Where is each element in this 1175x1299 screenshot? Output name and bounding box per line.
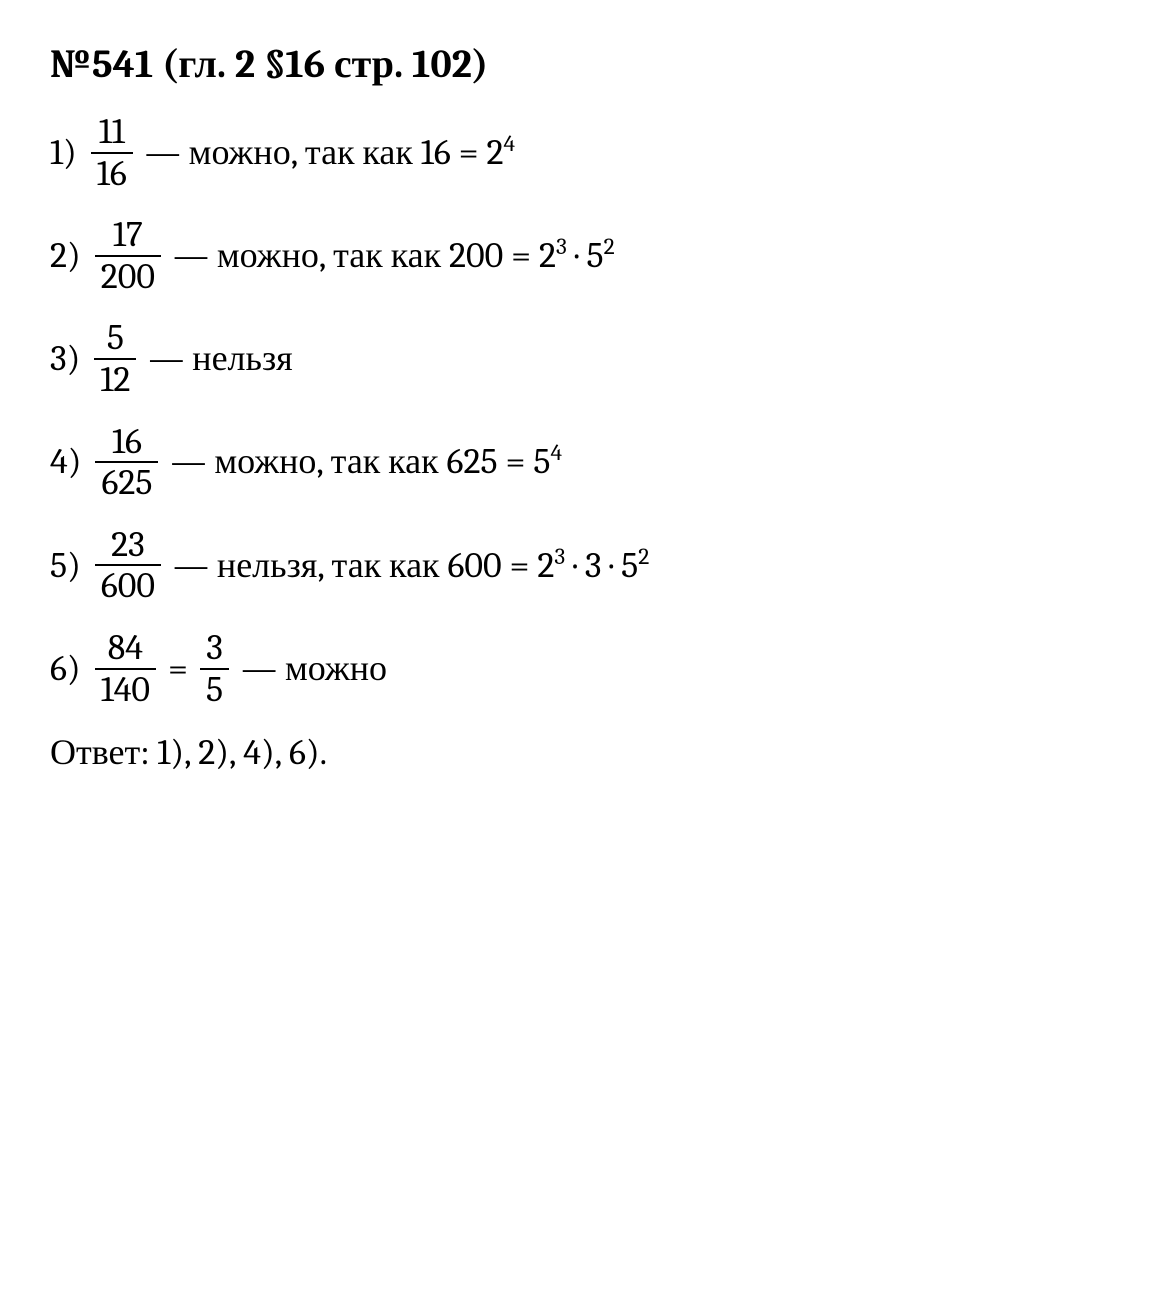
problem-text: — нельзя, так как 600 = 23 · 3 · 52 (173, 546, 649, 586)
problem-number: 6) (50, 649, 81, 689)
exponent: 2 (604, 233, 615, 260)
numerator: 17 (107, 215, 149, 255)
numerator: 16 (106, 422, 148, 462)
problem-number: 5) (50, 546, 81, 586)
denominator: 5 (200, 668, 229, 710)
denominator: 140 (95, 668, 156, 710)
denominator: 200 (95, 255, 161, 297)
fraction: 23600 (95, 525, 161, 606)
denominator: 16 (91, 152, 133, 194)
numerator: 23 (105, 525, 151, 565)
numerator: 84 (102, 628, 149, 668)
problem-number: 4) (50, 442, 81, 482)
problem-number: 3) (50, 339, 80, 379)
problem-text: — можно, так как 625 = 54 (170, 442, 561, 482)
problem-row: 4) 16625 — можно, так как 625 = 54 (50, 422, 1125, 503)
numerator: 3 (200, 628, 229, 668)
answer-line: Ответ: 1), 2), 4), 6). (50, 731, 1125, 773)
problem-text: — можно, так как 16 = 24 (145, 133, 515, 173)
exponent: 3 (554, 543, 565, 570)
problem-text: — можно, так как 200 = 23 · 52 (173, 236, 615, 276)
fraction-1: 84 140 (95, 628, 156, 709)
problem-6: 6) 84 140 = 3 5 — можно (50, 628, 1125, 709)
fraction: 17200 (95, 215, 161, 296)
fraction-2: 3 5 (200, 628, 229, 709)
fraction: 512 (94, 318, 136, 399)
denominator: 600 (95, 564, 161, 606)
problem-text: — можно (241, 649, 387, 689)
numerator: 5 (101, 318, 130, 358)
problem-row: 2)17200— можно, так как 200 = 23 · 52 (50, 215, 1125, 296)
problem-number: 1) (50, 133, 77, 173)
exponent: 2 (638, 543, 649, 570)
problem-row: 3) 512 — нельзя (50, 318, 1125, 399)
problem-row: 5)23600— нельзя, так как 600 = 23 · 3 · … (50, 525, 1125, 606)
exponent: 4 (504, 130, 516, 157)
problem-text: — нельзя (148, 339, 292, 379)
denominator: 625 (95, 461, 158, 503)
numerator: 11 (93, 112, 131, 152)
problem-number: 2) (50, 236, 81, 276)
equals-sign: = (168, 649, 188, 689)
denominator: 12 (94, 358, 136, 400)
problem-row: 1) 1116 — можно, так как 16 = 24 (50, 112, 1125, 193)
problem-title: №541 (гл. 2 §16 стр. 102) (50, 40, 1125, 87)
fraction: 16625 (95, 422, 158, 503)
problems-list: 1)1116— можно, так как 16 = 242)17200— м… (50, 112, 1125, 606)
exponent: 3 (556, 233, 567, 260)
fraction: 1116 (91, 112, 133, 193)
exponent: 4 (550, 439, 562, 466)
